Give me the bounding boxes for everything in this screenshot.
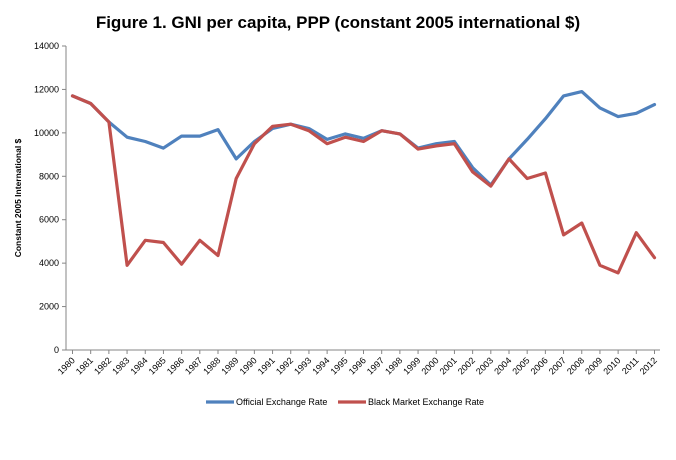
series-lines [70,89,657,275]
legend-label-1: Black Market Exchange Rate [368,397,484,407]
y-tick-label: 8000 [39,171,59,181]
series-line-0 [70,89,657,187]
x-tick-label: 1995 [328,355,349,376]
x-tick-label: 1982 [92,355,113,376]
x-tick-label: 2002 [456,355,477,376]
x-tick-label: 2001 [438,355,459,376]
x-tick-label: 1996 [347,355,368,376]
x-tick-label: 2003 [474,355,495,376]
x-tick-label: 1989 [219,355,240,376]
x-tick-label: 1990 [238,355,259,376]
x-tick-label: 1988 [201,355,222,376]
x-tick-label: 2006 [529,355,550,376]
series-line-1 [70,94,657,275]
x-tick-label: 1986 [165,355,186,376]
x-tick-label: 2008 [565,355,586,376]
x-tick-label: 1991 [256,355,277,376]
x-tick-label: 2011 [620,355,641,376]
x-tick-label: 1980 [56,355,77,376]
x-tick-label: 1984 [128,355,149,376]
x-tick-label: 2007 [547,355,568,376]
x-tick-label: 2010 [601,355,622,376]
y-tick-label: 6000 [39,215,59,225]
x-tick-label: 1987 [183,355,204,376]
x-tick-label: 1998 [383,355,404,376]
x-tick-label: 2012 [638,355,659,376]
x-tick-label: 1985 [147,355,168,376]
y-tick-label: 4000 [39,258,59,268]
x-axis: 1980198119821983198419851986198719881989… [56,349,660,377]
legend: Official Exchange Rate Black Market Excha… [206,397,484,407]
x-tick-label: 1999 [401,355,422,376]
legend-label-0: Official Exchange Rate [236,397,327,407]
chart-title: Figure 1. GNI per capita, PPP (constant … [96,13,580,32]
y-tick-label: 0 [54,345,59,355]
x-tick-label: 1983 [110,355,131,376]
y-axis: 0 2000 4000 6000 8000 10000 12000 14000 [34,41,67,355]
y-tick-label: 12000 [34,84,59,94]
x-tick-label: 2005 [510,355,531,376]
x-tick-label: 2009 [583,355,604,376]
y-axis-label: Constant 2005 International $ [13,138,23,257]
x-tick-label: 1994 [310,355,331,376]
x-tick-label: 1992 [274,355,295,376]
y-tick-label: 2000 [39,302,59,312]
x-tick-label: 1993 [292,355,313,376]
x-tick-label: 2004 [492,355,513,376]
x-tick-label: 1981 [74,355,95,376]
x-tick-label: 2000 [419,355,440,376]
y-tick-label: 10000 [34,128,59,138]
x-tick-label: 1997 [365,355,386,376]
y-tick-label: 14000 [34,41,59,51]
